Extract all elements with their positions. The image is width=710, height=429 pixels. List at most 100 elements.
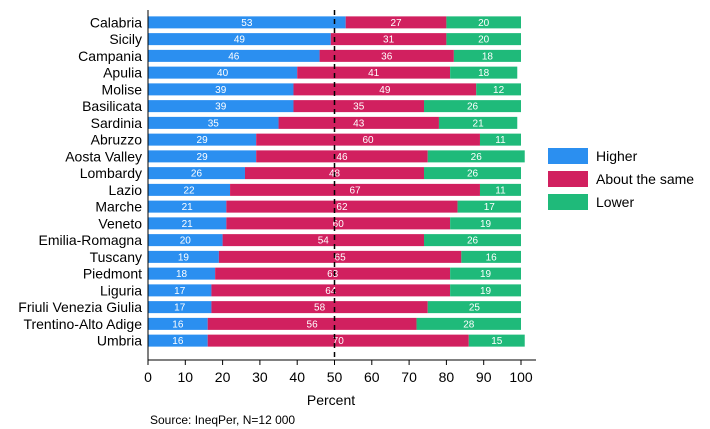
bar-value-label: 64 (325, 286, 337, 297)
legend-label: Lower (596, 194, 634, 210)
bar-value-label: 15 (491, 336, 503, 347)
x-tick-label: 60 (364, 369, 380, 385)
bar-value-label: 28 (463, 319, 475, 330)
category-label: Lombardy (80, 165, 142, 181)
bar-value-label: 49 (379, 85, 391, 96)
category-label: Tuscany (90, 249, 142, 265)
bar-value-label: 36 (381, 51, 393, 62)
bar-value-label: 53 (241, 18, 253, 29)
bar-segment (148, 116, 279, 129)
bar-segment (457, 200, 521, 213)
x-tick-label: 10 (178, 369, 194, 385)
bar-value-label: 31 (383, 35, 395, 46)
bar-value-label: 18 (482, 51, 494, 62)
bar-segment (222, 234, 425, 247)
category-label: Aosta Valley (65, 148, 142, 164)
bar-segment (148, 150, 257, 163)
x-tick-label: 70 (401, 369, 417, 385)
category-label: Lazio (109, 182, 143, 198)
bar-value-label: 20 (478, 18, 490, 29)
bar-value-label: 19 (480, 269, 492, 280)
bar-segment (278, 116, 439, 129)
bar-value-label: 58 (314, 303, 326, 314)
bar-value-label: 18 (478, 68, 490, 79)
legend: Higher About the same Lower (548, 148, 694, 210)
bar-value-label: 25 (469, 303, 481, 314)
bar-segment (211, 284, 451, 297)
bar-segment (211, 301, 428, 314)
bar-segment (148, 301, 212, 314)
legend-swatch (548, 171, 588, 187)
category-label: Friuli Venezia Giulia (18, 299, 142, 315)
bar-segment (207, 317, 417, 330)
bar-segment (427, 150, 525, 163)
bar-value-label: 17 (174, 286, 186, 297)
bar-segment (450, 284, 521, 297)
bar-value-label: 46 (228, 51, 240, 62)
axis-layer: CalabriaSicilyCampaniaApuliaMoliseBasili… (18, 10, 536, 385)
bar-segment (215, 267, 451, 280)
bar-value-label: 19 (480, 219, 492, 230)
bar-segment (226, 217, 451, 230)
bar-segment (293, 100, 425, 113)
category-label: Campania (78, 48, 142, 64)
legend-swatch (548, 148, 588, 164)
category-label: Umbria (97, 333, 142, 349)
bar-value-label: 26 (191, 169, 203, 180)
bar-value-label: 26 (467, 169, 479, 180)
bar-segment (293, 83, 477, 96)
bar-value-label: 21 (182, 219, 194, 230)
bar-segment (148, 183, 231, 196)
bar-segment (148, 200, 227, 213)
bar-segment (256, 133, 480, 146)
bar-segment (446, 16, 521, 29)
bar-value-label: 21 (182, 202, 194, 213)
bar-segment (330, 33, 447, 46)
bar-segment (416, 317, 521, 330)
x-tick-label: 40 (289, 369, 305, 385)
bars-layer: 53 27 20 49 31 20 46 36 18 40 41 18 39 49 12 39 35 26 35 43… (148, 16, 525, 347)
bar-value-label: 54 (318, 236, 330, 247)
category-label: Marche (95, 199, 142, 215)
x-tick-label: 90 (476, 369, 492, 385)
bar-value-label: 16 (172, 319, 184, 330)
bar-value-label: 18 (176, 269, 188, 280)
bar-value-label: 16 (172, 336, 184, 347)
bar-segment (453, 49, 521, 62)
bar-segment (446, 33, 521, 46)
category-label: Emilia-Romagna (39, 232, 143, 248)
bar-value-label: 19 (178, 252, 190, 263)
bar-value-label: 20 (180, 236, 192, 247)
bar-segment (424, 100, 521, 113)
bar-value-label: 49 (234, 35, 246, 46)
bar-segment (148, 334, 208, 347)
x-axis-label: Percent (307, 392, 355, 408)
bar-value-label: 11 (495, 185, 506, 196)
legend-label: Higher (596, 148, 638, 164)
legend-swatch (548, 194, 588, 210)
bar-segment (148, 317, 208, 330)
bar-value-label: 63 (327, 269, 339, 280)
bar-segment (319, 49, 454, 62)
bar-segment (479, 133, 521, 146)
category-label: Apulia (103, 65, 142, 81)
bar-value-label: 65 (335, 252, 347, 263)
bar-value-label: 26 (467, 102, 479, 113)
bar-segment (148, 16, 346, 29)
bar-value-label: 29 (197, 135, 209, 146)
bar-segment (424, 167, 521, 180)
bar-segment (256, 150, 428, 163)
bar-value-label: 56 (307, 319, 319, 330)
category-label: Liguria (100, 282, 142, 298)
bar-value-label: 17 (174, 303, 186, 314)
x-tick-label: 80 (439, 369, 455, 385)
bar-segment (226, 200, 458, 213)
bar-segment (450, 267, 521, 280)
category-label: Calabria (90, 14, 142, 30)
category-label: Piedmont (83, 266, 142, 282)
x-tick-label: 50 (327, 369, 343, 385)
category-label: Abruzzo (91, 132, 143, 148)
bar-value-label: 39 (215, 102, 227, 113)
bar-value-label: 20 (478, 35, 490, 46)
